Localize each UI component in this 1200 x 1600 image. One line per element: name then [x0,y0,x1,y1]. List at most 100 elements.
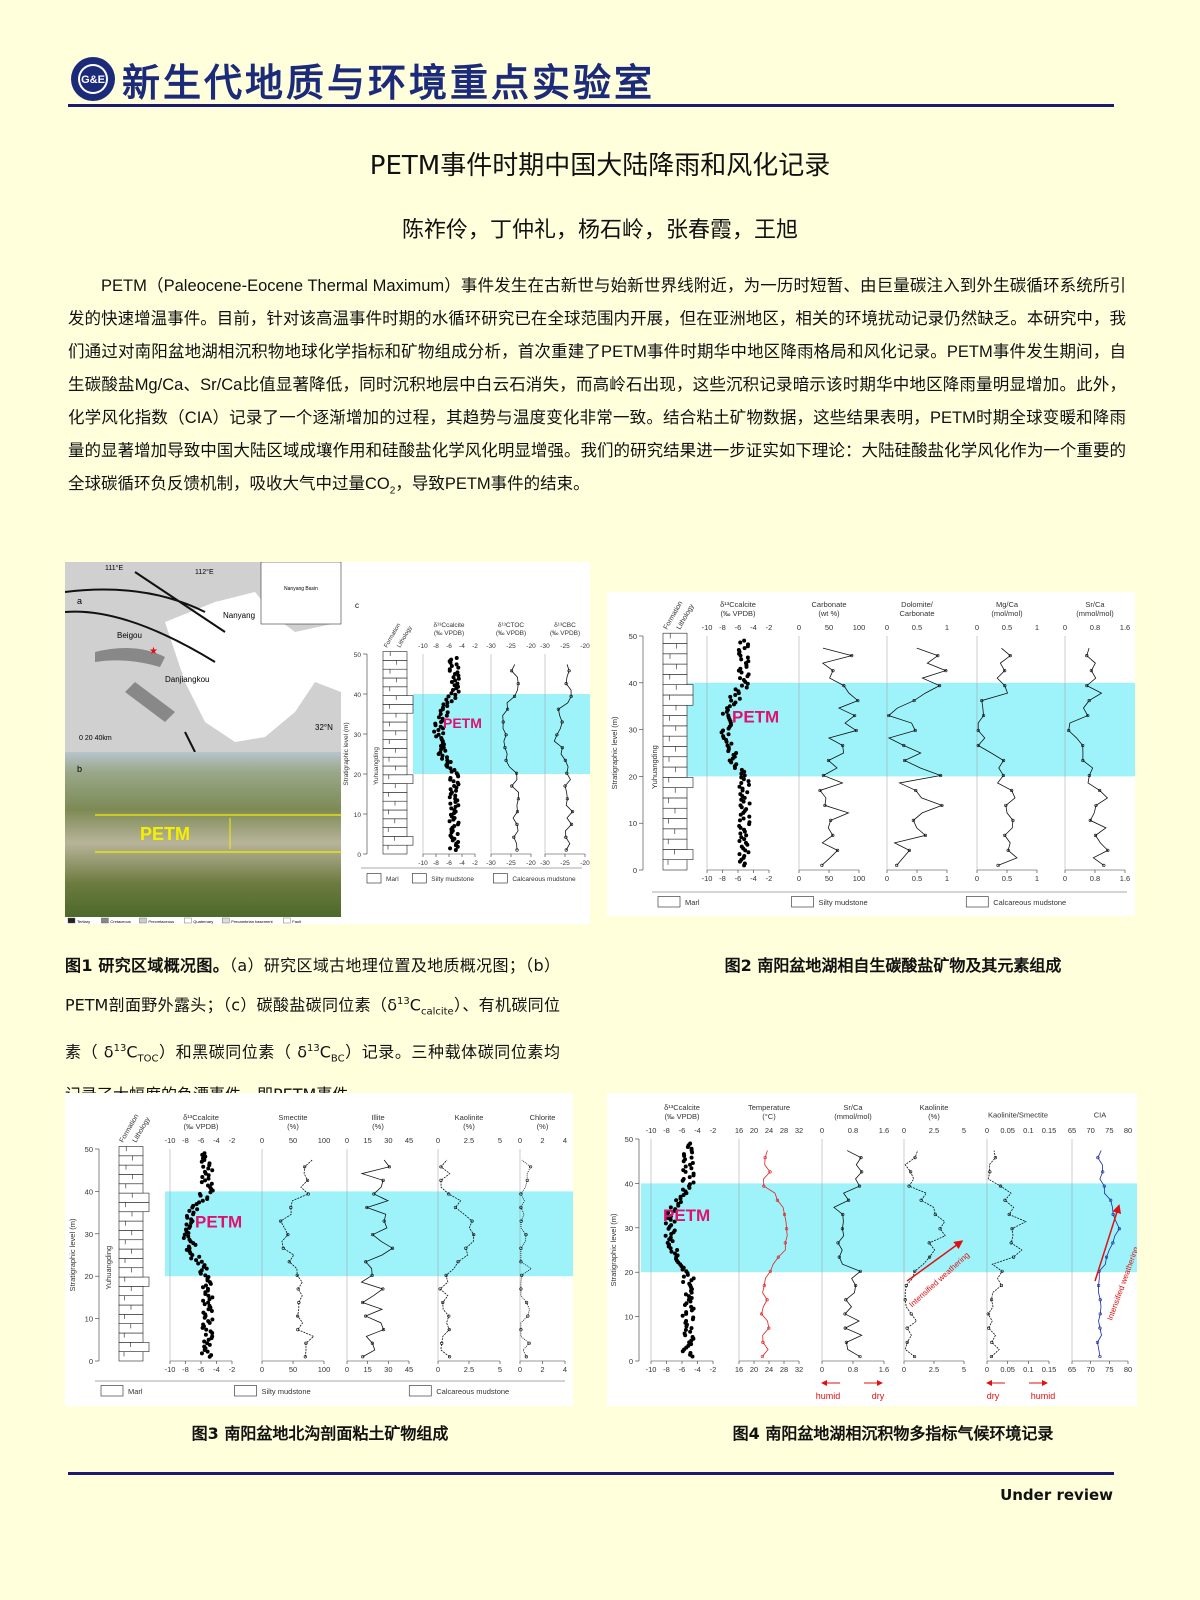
x-tick-label-top: -8 [719,623,726,632]
panel-title-line: (‰ VPDB) [550,630,580,637]
data-point [747,814,752,819]
data-point [725,743,730,748]
data-point [448,812,453,817]
panel-title: δ¹³CTOC (‰ VPDB) [496,622,526,637]
lithology-bed [662,694,694,706]
x-tick-label-top: -6 [735,623,742,632]
data-marker [506,707,510,711]
data-marker [919,1198,923,1202]
data-point [727,758,732,763]
data-point [206,1275,211,1280]
y-tick-label: 20 [629,772,637,781]
panel-title: Sr/Ca (mmol/mol) [1076,600,1114,618]
data-marker [762,1184,766,1188]
x-tick-label: -4 [750,874,757,883]
data-marker [287,1260,291,1264]
x-tick-label-top: -8 [433,643,439,650]
map-legend-label: Cretaceous [110,919,130,924]
data-point [454,656,459,660]
map-legend-label: Fault [292,919,302,924]
data-point [456,665,461,670]
data-marker [944,669,948,673]
data-point [453,793,458,798]
x-tick-label: 0.8 [848,1365,858,1374]
data-point [672,1219,677,1224]
lithology-bed [662,674,688,685]
data-point [681,1279,686,1284]
x-tick-label-top: 0 [260,1136,264,1145]
data-marker [565,797,569,801]
data-point [456,689,461,694]
data-point [688,1162,693,1167]
data-point [737,696,742,701]
panel-title-line: Chlorite [530,1113,556,1122]
x-tick-label-top: -2 [229,1136,236,1145]
data-point [738,640,743,645]
data-point [737,838,742,843]
panel-title: Kaolinite (%) [920,1103,949,1121]
data-marker [464,1246,468,1250]
data-point [201,1310,206,1315]
data-point [721,734,726,739]
lithology-bed [382,721,408,732]
x-tick-label-top: 0 [985,1126,989,1135]
data-marker [564,848,568,852]
data-marker [296,1328,300,1332]
location-star: ★ [149,646,158,657]
data-point [203,1154,208,1159]
data-point [739,683,744,688]
data-point [689,1155,694,1160]
data-marker [1067,728,1071,733]
data-marker [765,1298,769,1302]
data-point [443,748,448,753]
x-tick-label-top: 70 [1086,1126,1094,1135]
data-marker [1106,848,1110,852]
data-marker [370,1273,374,1277]
data-marker [570,810,575,814]
data-point [207,1161,212,1166]
data-point [455,780,460,785]
panel-title-line: δ¹³Ccalcite [664,1103,700,1112]
x-tick-label: -20 [580,860,590,867]
petm-label: PETM [195,1212,242,1231]
x-tick-label: -8 [663,1365,670,1374]
data-marker [439,1165,443,1169]
data-marker [1093,833,1098,837]
x-tick-label: 24 [765,1365,773,1374]
data-point [687,1281,692,1286]
fault-lines [64,571,226,753]
data-point [181,1236,186,1241]
data-marker [841,1212,845,1217]
basin-area [165,592,341,742]
panel-title-line: (‰ VPDB) [664,1112,700,1121]
data-point [740,786,745,791]
data-point [742,646,747,651]
data-point [184,1222,189,1227]
data-point [445,710,450,715]
logo-text: G&E [81,74,105,86]
y-tick-label: 40 [85,1187,93,1196]
data-point [448,776,453,780]
data-marker [912,698,916,703]
figure-2: 0 10 20 30 40 50 Stratigraphic level (m) Yuhuan… [607,592,1135,916]
data-point [201,1164,206,1169]
panel-title-line: Carbonate [811,600,846,609]
data-point [672,1228,677,1233]
data-marker [441,1300,445,1305]
data-point [187,1208,192,1213]
data-marker [519,1192,523,1196]
legend-swatch [411,873,427,884]
panel-title-line: (mmol/mol) [1076,609,1114,618]
data-marker [844,1298,848,1302]
data-marker [519,1246,523,1250]
data-marker [1000,1269,1004,1273]
y-tick-label: 30 [625,1224,633,1233]
y-tick-label: 50 [629,632,637,641]
data-marker [519,1219,523,1223]
x-tick-label-top: -6 [446,643,452,650]
caption-text: （a）研究区域古地理位置及地质概况图；（b）PETM剖面野外露头；（c）碳酸盐碳… [65,956,560,1015]
figure-3: 0 10 20 30 40 50 Stratigraphic level (m) Yuhuan… [65,1093,573,1406]
data-marker [1088,818,1092,822]
x-tick-label: 4 [563,1365,567,1374]
data-point [690,1335,695,1340]
